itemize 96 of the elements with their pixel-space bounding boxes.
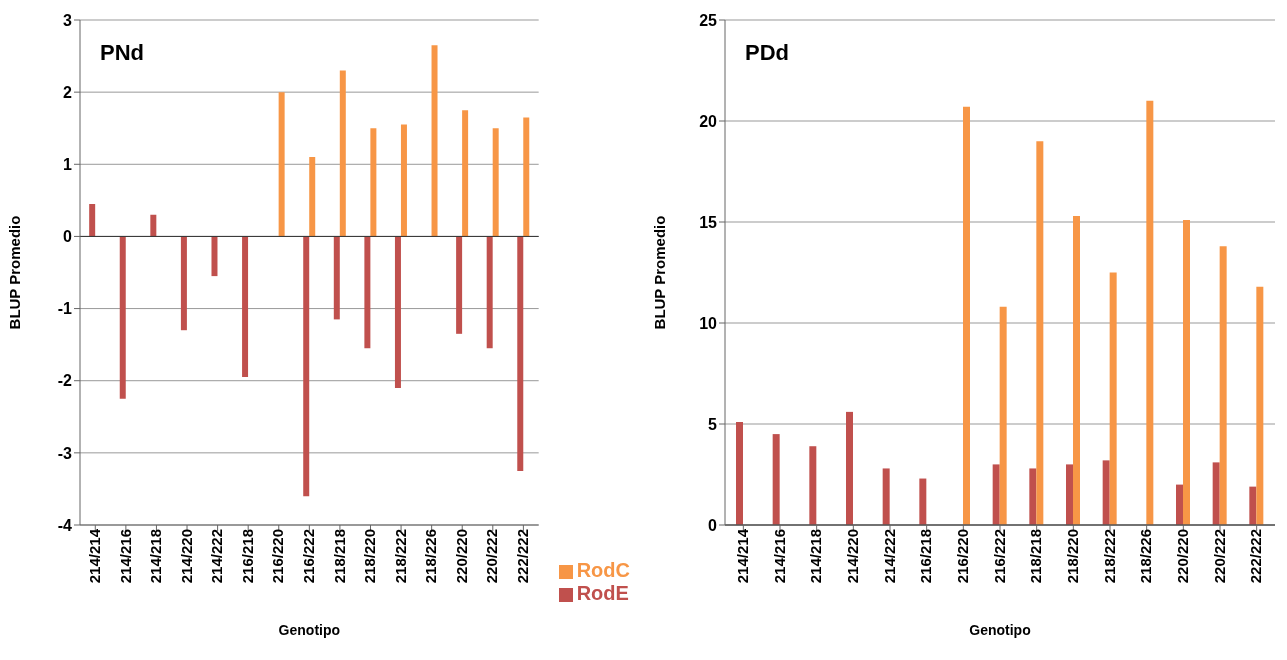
y-tick-label: 0	[708, 516, 718, 534]
bar	[431, 45, 438, 237]
y-tick-label: -1	[57, 300, 73, 318]
y-tick-label: -3	[57, 444, 73, 462]
bar	[394, 236, 401, 388]
bar	[150, 214, 157, 237]
x-tick-label: 218/218	[1027, 529, 1045, 584]
bar	[1029, 468, 1037, 525]
text: PNd	[100, 40, 144, 66]
x-tick-label: 218/226	[1137, 529, 1155, 584]
x-tick-label: 216/220	[953, 529, 971, 584]
bar	[1102, 460, 1110, 525]
y-tick-label: 5	[708, 415, 718, 433]
bar	[1036, 141, 1044, 525]
x-tick-label: 218/222	[391, 529, 409, 584]
bar	[517, 236, 524, 471]
legend-label: RodE	[576, 582, 629, 604]
bar	[180, 236, 187, 331]
x-tick-label: 214/216	[770, 529, 788, 584]
x-tick-label: 218/220	[1063, 529, 1081, 584]
bar	[486, 236, 493, 349]
bar	[242, 236, 249, 378]
y-tick-label: -4	[57, 516, 73, 534]
bar	[999, 306, 1007, 525]
bar	[992, 464, 1000, 525]
bar	[846, 411, 853, 525]
x-tick-label: 214/220	[843, 529, 861, 584]
bar	[339, 70, 346, 237]
x-tick-label: 220/222	[1210, 529, 1228, 584]
bar	[1109, 272, 1117, 525]
x-tick-label: 218/226	[422, 529, 440, 584]
bar	[1176, 484, 1183, 525]
x-tick-label: 216/218	[917, 529, 935, 584]
x-tick-label: 214/222	[880, 529, 898, 584]
bar	[278, 92, 285, 237]
x-tick-label: 222/222	[514, 529, 532, 584]
bar	[809, 446, 817, 525]
x-tick-label: 218/222	[1100, 529, 1118, 584]
x-tick-label: 214/218	[147, 529, 165, 584]
bar	[303, 236, 310, 497]
x-tick-label: 214/214	[733, 528, 751, 584]
bar	[370, 128, 377, 237]
bar	[1249, 486, 1257, 525]
x-axis-title: Genotipo	[278, 622, 341, 638]
bar	[772, 434, 780, 525]
x-tick-label: 214/214	[85, 528, 103, 584]
bar	[919, 478, 927, 525]
bar	[1073, 215, 1080, 525]
x-tick-label: 214/222	[208, 529, 226, 584]
bar	[1146, 100, 1154, 525]
bar	[364, 236, 371, 349]
x-tick-label: 214/218	[807, 529, 825, 584]
bar	[456, 236, 463, 334]
y-tick-label: 2	[63, 83, 73, 101]
y-tick-label: 10	[699, 314, 718, 332]
y-tick-label: 15	[699, 213, 718, 231]
x-tick-label: 220/220	[452, 529, 470, 584]
legend-label: RodC	[576, 559, 630, 581]
x-tick-label: 216/220	[269, 529, 287, 584]
bar	[1212, 462, 1220, 525]
x-tick-label: 216/218	[238, 529, 256, 584]
x-tick-label: 220/222	[483, 529, 501, 584]
x-tick-label: 216/222	[990, 529, 1008, 584]
bar	[400, 124, 407, 237]
bar	[1066, 464, 1073, 525]
bar	[1183, 219, 1190, 525]
x-tick-label: 218/218	[330, 529, 348, 584]
bar	[309, 157, 316, 237]
x-axis-title: Genotipo	[969, 622, 1031, 638]
x-tick-label: 218/220	[361, 529, 379, 584]
y-axis-title: BLUP Promedio	[651, 215, 669, 330]
bar	[523, 117, 530, 237]
bar	[333, 236, 340, 320]
y-tick-label: -2	[57, 372, 73, 390]
bar	[1219, 246, 1227, 525]
bar	[492, 128, 499, 237]
x-tick-label: 222/222	[1247, 529, 1265, 584]
x-tick-label: 214/216	[116, 529, 134, 584]
bar	[119, 236, 126, 399]
y-tick-label: 1	[63, 155, 73, 173]
x-tick-label: 214/220	[177, 529, 195, 584]
y-tick-label: 3	[63, 11, 73, 29]
bar	[882, 468, 890, 525]
x-tick-label: 220/220	[1173, 529, 1191, 584]
x-tick-label: 216/222	[299, 529, 317, 584]
bar	[963, 106, 970, 525]
bar	[462, 110, 469, 237]
bar	[211, 236, 218, 277]
y-tick-label: 0	[63, 228, 73, 246]
y-tick-label: 25	[699, 11, 718, 29]
bar	[89, 203, 96, 237]
bar	[736, 421, 743, 525]
text: PDd	[745, 40, 789, 66]
y-axis-title: BLUP Promedio	[6, 215, 24, 330]
y-tick-label: 20	[699, 112, 718, 130]
bar	[1256, 286, 1264, 525]
